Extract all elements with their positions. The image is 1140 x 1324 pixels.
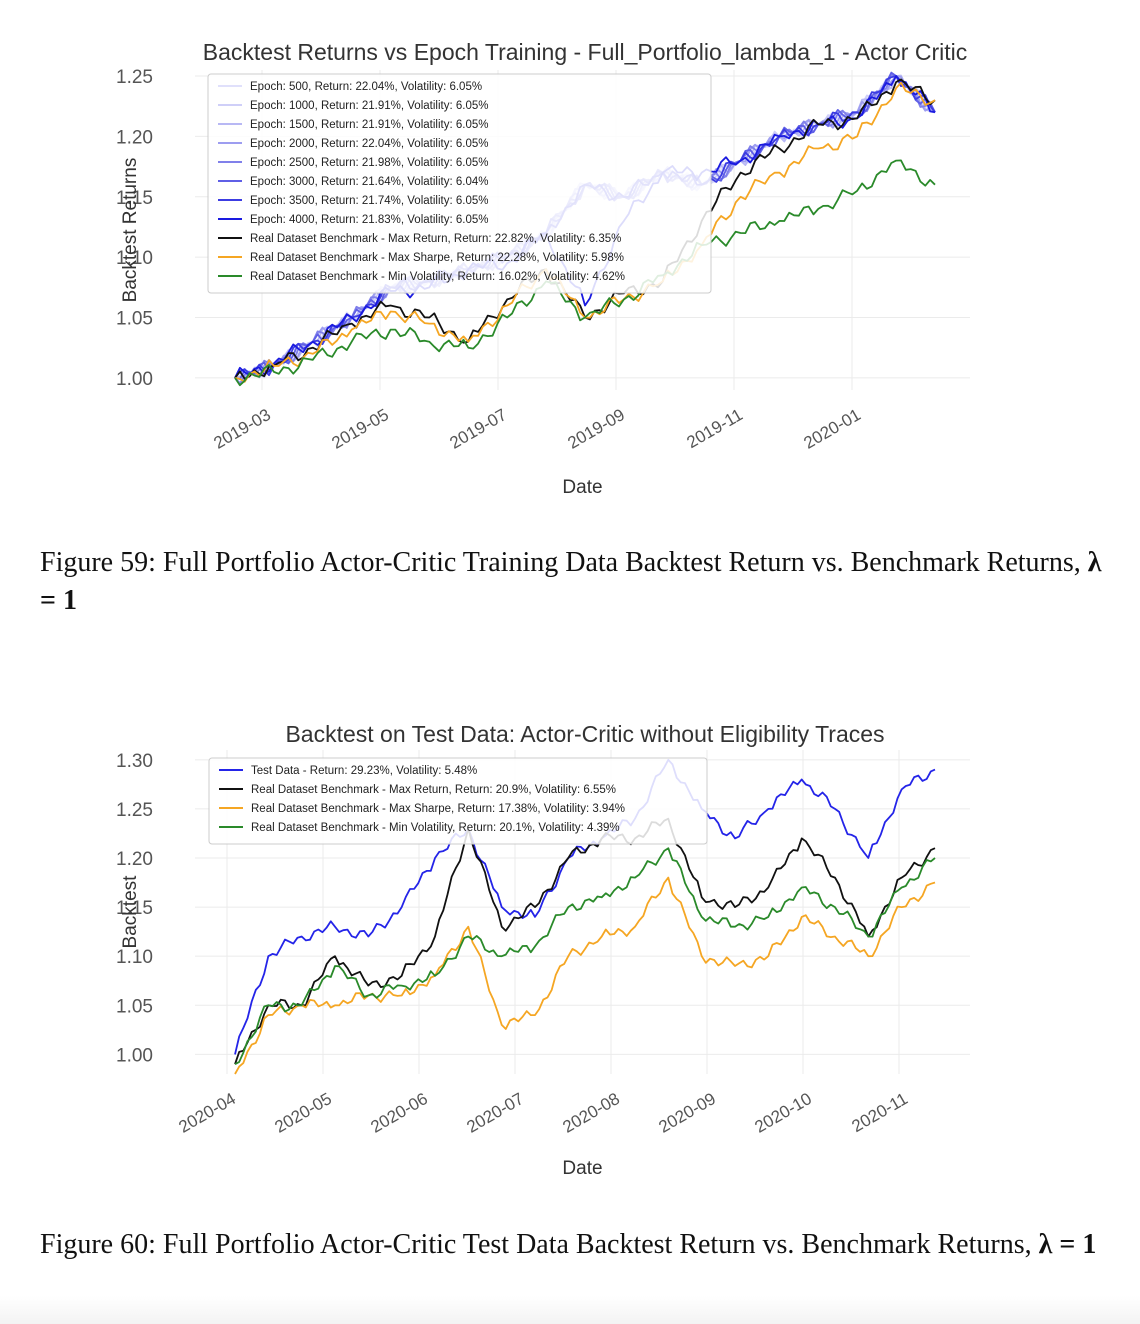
x-tick-label: 2020-04: [175, 1089, 239, 1137]
y-tick-label: 1.00: [116, 369, 153, 390]
x-tick-label: 2019-07: [446, 405, 510, 453]
x-tick-label: 2020-08: [559, 1089, 623, 1137]
legend-entry: Real Dataset Benchmark - Max Sharpe, Ret…: [251, 803, 625, 815]
legend-box: [208, 757, 708, 845]
series-line: [234, 847, 936, 1065]
legend-entry: Epoch: 4000, Return: 21.83%, Volatility:…: [250, 214, 488, 226]
legend-entry: Epoch: 2500, Return: 21.98%, Volatility:…: [250, 157, 488, 169]
figure-60: Backtest on Test Data: Actor-Critic with…: [0, 690, 1140, 1210]
page-bottom-edge: [0, 1296, 1140, 1324]
y-tick-label: 1.10: [116, 947, 153, 968]
chart-title: Backtest Returns vs Epoch Training - Ful…: [203, 39, 967, 65]
x-tick-label: 2020-01: [800, 405, 864, 453]
series-line: [234, 817, 936, 1065]
y-tick-label: 1.25: [116, 800, 153, 821]
figure-60-caption: Figure 60: Full Portfolio Actor-Critic T…: [40, 1226, 1110, 1264]
y-tick-label: 1.15: [116, 188, 153, 209]
caption-math: λ = 1: [40, 547, 1102, 616]
legend-entry: Real Dataset Benchmark - Max Return, Ret…: [251, 784, 616, 796]
chart-test-backtest: Backtest on Test Data: Actor-Critic with…: [116, 721, 970, 1179]
legend-entry: Epoch: 1000, Return: 21.91%, Volatility:…: [250, 100, 488, 112]
y-tick-label: 1.30: [116, 751, 153, 772]
x-tick-label: 2020-06: [367, 1089, 431, 1137]
y-tick-label: 1.15: [116, 898, 153, 919]
x-axis-label: Date: [562, 1158, 602, 1179]
caption-prefix: Figure 59:: [40, 547, 156, 578]
x-axis-label: Date: [562, 477, 602, 498]
chart-title: Backtest on Test Data: Actor-Critic with…: [285, 721, 884, 747]
caption-text: Full Portfolio Actor-Critic Test Data Ba…: [162, 1229, 1032, 1260]
figure-59-caption: Figure 59: Full Portfolio Actor-Critic T…: [40, 544, 1110, 620]
y-tick-label: 1.10: [116, 248, 153, 269]
legend-entry: Epoch: 500, Return: 22.04%, Volatility: …: [250, 81, 482, 93]
caption-prefix: Figure 60:: [40, 1229, 156, 1260]
series-line: [234, 876, 936, 1075]
legend-entry: Epoch: 2000, Return: 22.04%, Volatility:…: [250, 138, 488, 150]
x-tick-label: 2019-09: [564, 405, 628, 453]
legend-entry: Real Dataset Benchmark - Min Volatility,…: [250, 271, 625, 283]
legend-entry: Epoch: 3000, Return: 21.64%, Volatility:…: [250, 176, 488, 188]
legend-entry: Epoch: 1500, Return: 21.91%, Volatility:…: [250, 119, 488, 131]
caption-math: λ = 1: [1038, 1229, 1097, 1260]
x-tick-label: 2019-03: [210, 405, 274, 453]
x-tick-label: 2020-11: [849, 1089, 911, 1136]
y-tick-label: 1.25: [116, 67, 153, 88]
x-tick-label: 2019-05: [328, 405, 392, 453]
y-axis-label: Backtest: [120, 875, 141, 949]
legend-entry: Test Data - Return: 29.23%, Volatility: …: [251, 765, 477, 777]
x-tick-label: 2020-05: [271, 1089, 335, 1137]
legend-entry: Real Dataset Benchmark - Max Sharpe, Ret…: [250, 252, 624, 264]
figure-59: Backtest Returns vs Epoch Training - Ful…: [0, 0, 1140, 520]
y-tick-label: 1.20: [116, 849, 153, 870]
y-axis-label: Backtest Returns: [120, 158, 141, 303]
series-line: [234, 159, 936, 387]
x-tick-label: 2019-11: [684, 405, 746, 452]
y-tick-label: 1.00: [116, 1045, 153, 1066]
legend-entry: Epoch: 3500, Return: 21.74%, Volatility:…: [250, 195, 488, 207]
y-tick-label: 1.05: [116, 996, 153, 1017]
series-line: [234, 758, 936, 1055]
chart-training-backtest: Backtest Returns vs Epoch Training - Ful…: [116, 39, 970, 498]
x-tick-label: 2020-09: [655, 1089, 719, 1137]
x-tick-label: 2020-07: [463, 1089, 527, 1137]
legend-box: [207, 73, 712, 294]
legend-entry: Real Dataset Benchmark - Min Volatility,…: [251, 822, 620, 834]
y-tick-label: 1.20: [116, 127, 153, 148]
x-tick-label: 2020-10: [751, 1089, 815, 1137]
caption-text: Full Portfolio Actor-Critic Training Dat…: [162, 547, 1081, 578]
legend-entry: Real Dataset Benchmark - Max Return, Ret…: [250, 233, 621, 245]
y-tick-label: 1.05: [116, 309, 153, 330]
